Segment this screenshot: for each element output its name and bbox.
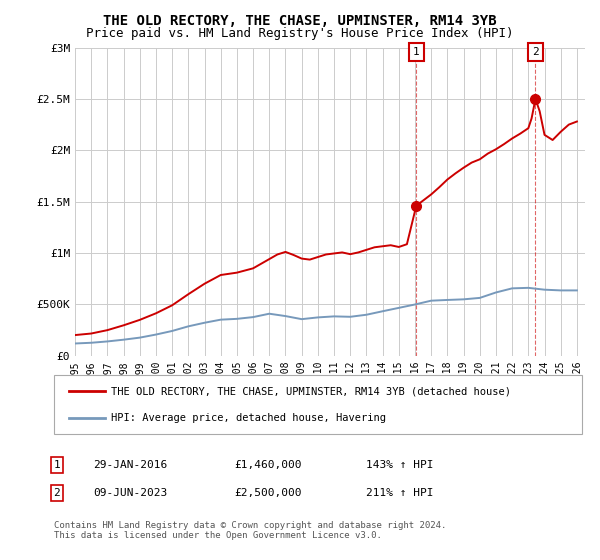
Text: 143% ↑ HPI: 143% ↑ HPI	[366, 460, 433, 470]
Text: 1: 1	[413, 47, 419, 57]
Text: Price paid vs. HM Land Registry's House Price Index (HPI): Price paid vs. HM Land Registry's House …	[86, 27, 514, 40]
Text: £2,500,000: £2,500,000	[234, 488, 302, 498]
Text: 2: 2	[53, 488, 61, 498]
Text: 2: 2	[532, 47, 539, 57]
Text: £1,460,000: £1,460,000	[234, 460, 302, 470]
Text: THE OLD RECTORY, THE CHASE, UPMINSTER, RM14 3YB: THE OLD RECTORY, THE CHASE, UPMINSTER, R…	[103, 14, 497, 28]
Text: 1: 1	[53, 460, 61, 470]
Text: Contains HM Land Registry data © Crown copyright and database right 2024.
This d: Contains HM Land Registry data © Crown c…	[54, 521, 446, 540]
Text: 211% ↑ HPI: 211% ↑ HPI	[366, 488, 433, 498]
Text: 29-JAN-2016: 29-JAN-2016	[93, 460, 167, 470]
Text: HPI: Average price, detached house, Havering: HPI: Average price, detached house, Have…	[111, 413, 386, 423]
Text: THE OLD RECTORY, THE CHASE, UPMINSTER, RM14 3YB (detached house): THE OLD RECTORY, THE CHASE, UPMINSTER, R…	[111, 386, 511, 396]
Text: 09-JUN-2023: 09-JUN-2023	[93, 488, 167, 498]
